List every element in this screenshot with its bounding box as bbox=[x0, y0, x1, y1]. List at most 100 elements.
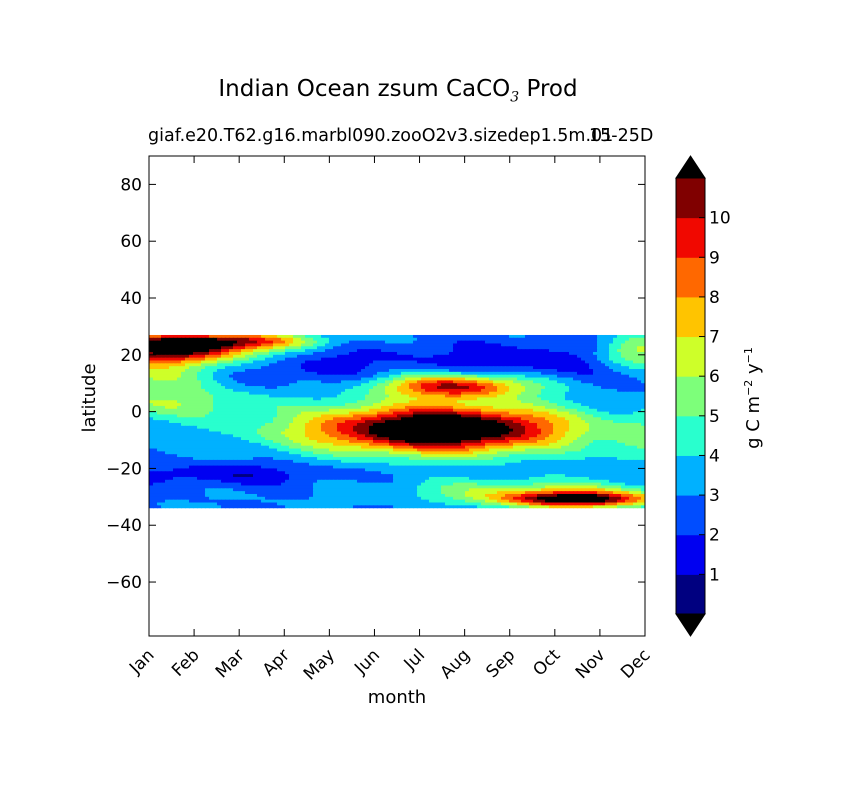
contour-cell bbox=[149, 351, 154, 356]
contour-cell bbox=[433, 337, 438, 342]
contour-cell bbox=[381, 346, 386, 350]
contour-cell bbox=[249, 354, 254, 359]
contour-cell bbox=[169, 371, 174, 376]
contour-cell bbox=[577, 351, 582, 356]
contour-cell bbox=[409, 388, 414, 393]
contour-cell bbox=[149, 354, 154, 359]
contour-cell bbox=[437, 354, 442, 359]
contour-cell bbox=[641, 340, 645, 345]
contour-cell bbox=[489, 377, 494, 381]
contour-cell bbox=[465, 366, 470, 370]
contour-cell bbox=[325, 340, 330, 345]
contour-cell bbox=[369, 386, 374, 390]
contour-cell bbox=[417, 360, 422, 364]
contour-cell bbox=[149, 371, 154, 376]
contour-cell bbox=[597, 346, 602, 350]
contour-cell bbox=[509, 394, 514, 399]
contour-cell bbox=[169, 346, 174, 350]
contour-cell bbox=[281, 383, 286, 387]
contour-cell bbox=[605, 337, 610, 342]
contour-cell bbox=[305, 371, 310, 376]
contour-cell bbox=[201, 346, 206, 350]
contour-cell bbox=[457, 346, 462, 350]
contour-cell bbox=[489, 360, 494, 364]
contour-cell bbox=[489, 340, 494, 345]
contour-cell bbox=[569, 388, 574, 393]
contour-cell bbox=[445, 363, 450, 367]
contour-cell bbox=[545, 343, 550, 347]
contour-cell bbox=[449, 386, 454, 390]
contour-cell bbox=[573, 371, 578, 376]
contour-cell bbox=[385, 369, 390, 373]
contour-cell bbox=[581, 371, 586, 376]
contour-cell bbox=[197, 383, 202, 387]
contour-cell bbox=[237, 351, 242, 356]
contour-cell bbox=[233, 394, 238, 399]
contour-cell bbox=[341, 346, 346, 350]
contour-cell bbox=[389, 357, 394, 362]
contour-cell bbox=[205, 349, 210, 353]
contour-cell bbox=[445, 340, 450, 345]
contour-cell bbox=[569, 371, 574, 376]
contour-cell bbox=[285, 351, 290, 356]
contour-cell bbox=[341, 374, 346, 379]
contour-cell bbox=[393, 351, 398, 356]
contour-cell bbox=[305, 380, 310, 384]
contour-cell bbox=[281, 369, 286, 373]
contour-cell bbox=[393, 394, 398, 399]
contour-cell bbox=[253, 377, 258, 381]
contour-cell bbox=[505, 394, 510, 399]
contour-cell bbox=[361, 369, 366, 373]
contour-cell bbox=[365, 391, 370, 396]
contour-cell bbox=[545, 334, 550, 339]
contour-cell bbox=[325, 337, 330, 342]
contour-cell bbox=[241, 380, 246, 384]
contour-cell bbox=[169, 360, 174, 364]
contour-cell bbox=[637, 383, 642, 387]
contour-cell bbox=[365, 360, 370, 364]
contour-cell bbox=[185, 346, 190, 350]
contour-cell bbox=[321, 388, 326, 393]
contour-cell bbox=[333, 388, 338, 393]
contour-cell bbox=[529, 349, 534, 353]
contour-cell bbox=[153, 374, 158, 379]
contour-cell bbox=[433, 360, 438, 364]
contour-cell bbox=[205, 354, 210, 359]
contour-cell bbox=[277, 369, 282, 373]
contour-cell bbox=[241, 351, 246, 356]
contour-cell bbox=[305, 391, 310, 396]
contour-cell bbox=[153, 388, 158, 393]
contour-cell bbox=[213, 383, 218, 387]
contour-cell bbox=[421, 391, 426, 396]
contour-cell bbox=[537, 386, 542, 390]
contour-cell bbox=[317, 366, 322, 370]
contour-cell bbox=[481, 391, 486, 396]
contour-cell bbox=[357, 337, 362, 342]
contour-cell bbox=[349, 377, 354, 381]
contour-cell bbox=[509, 380, 514, 384]
contour-cell bbox=[157, 377, 162, 381]
contour-cell bbox=[393, 377, 398, 381]
contour-cell bbox=[421, 374, 426, 379]
contour-cell bbox=[173, 360, 178, 364]
contour-cell bbox=[533, 337, 538, 342]
contour-cell bbox=[237, 340, 242, 345]
contour-cell bbox=[441, 391, 446, 396]
contour-cell bbox=[401, 374, 406, 379]
contour-cell bbox=[153, 371, 158, 376]
contour-cell bbox=[197, 374, 202, 379]
contour-cell bbox=[561, 349, 566, 353]
contour-cell bbox=[493, 383, 498, 387]
contour-cell bbox=[257, 371, 262, 376]
contour-cell bbox=[317, 374, 322, 379]
contour-cell bbox=[377, 388, 382, 393]
contour-cell bbox=[429, 383, 434, 387]
contour-cell bbox=[401, 366, 406, 370]
contour-cell bbox=[389, 349, 394, 353]
contour-cell bbox=[205, 343, 210, 347]
contour-cell bbox=[313, 369, 318, 373]
contour-cell bbox=[513, 337, 518, 342]
contour-cell bbox=[333, 377, 338, 381]
contour-cell bbox=[625, 383, 630, 387]
contour-cell bbox=[197, 349, 202, 353]
